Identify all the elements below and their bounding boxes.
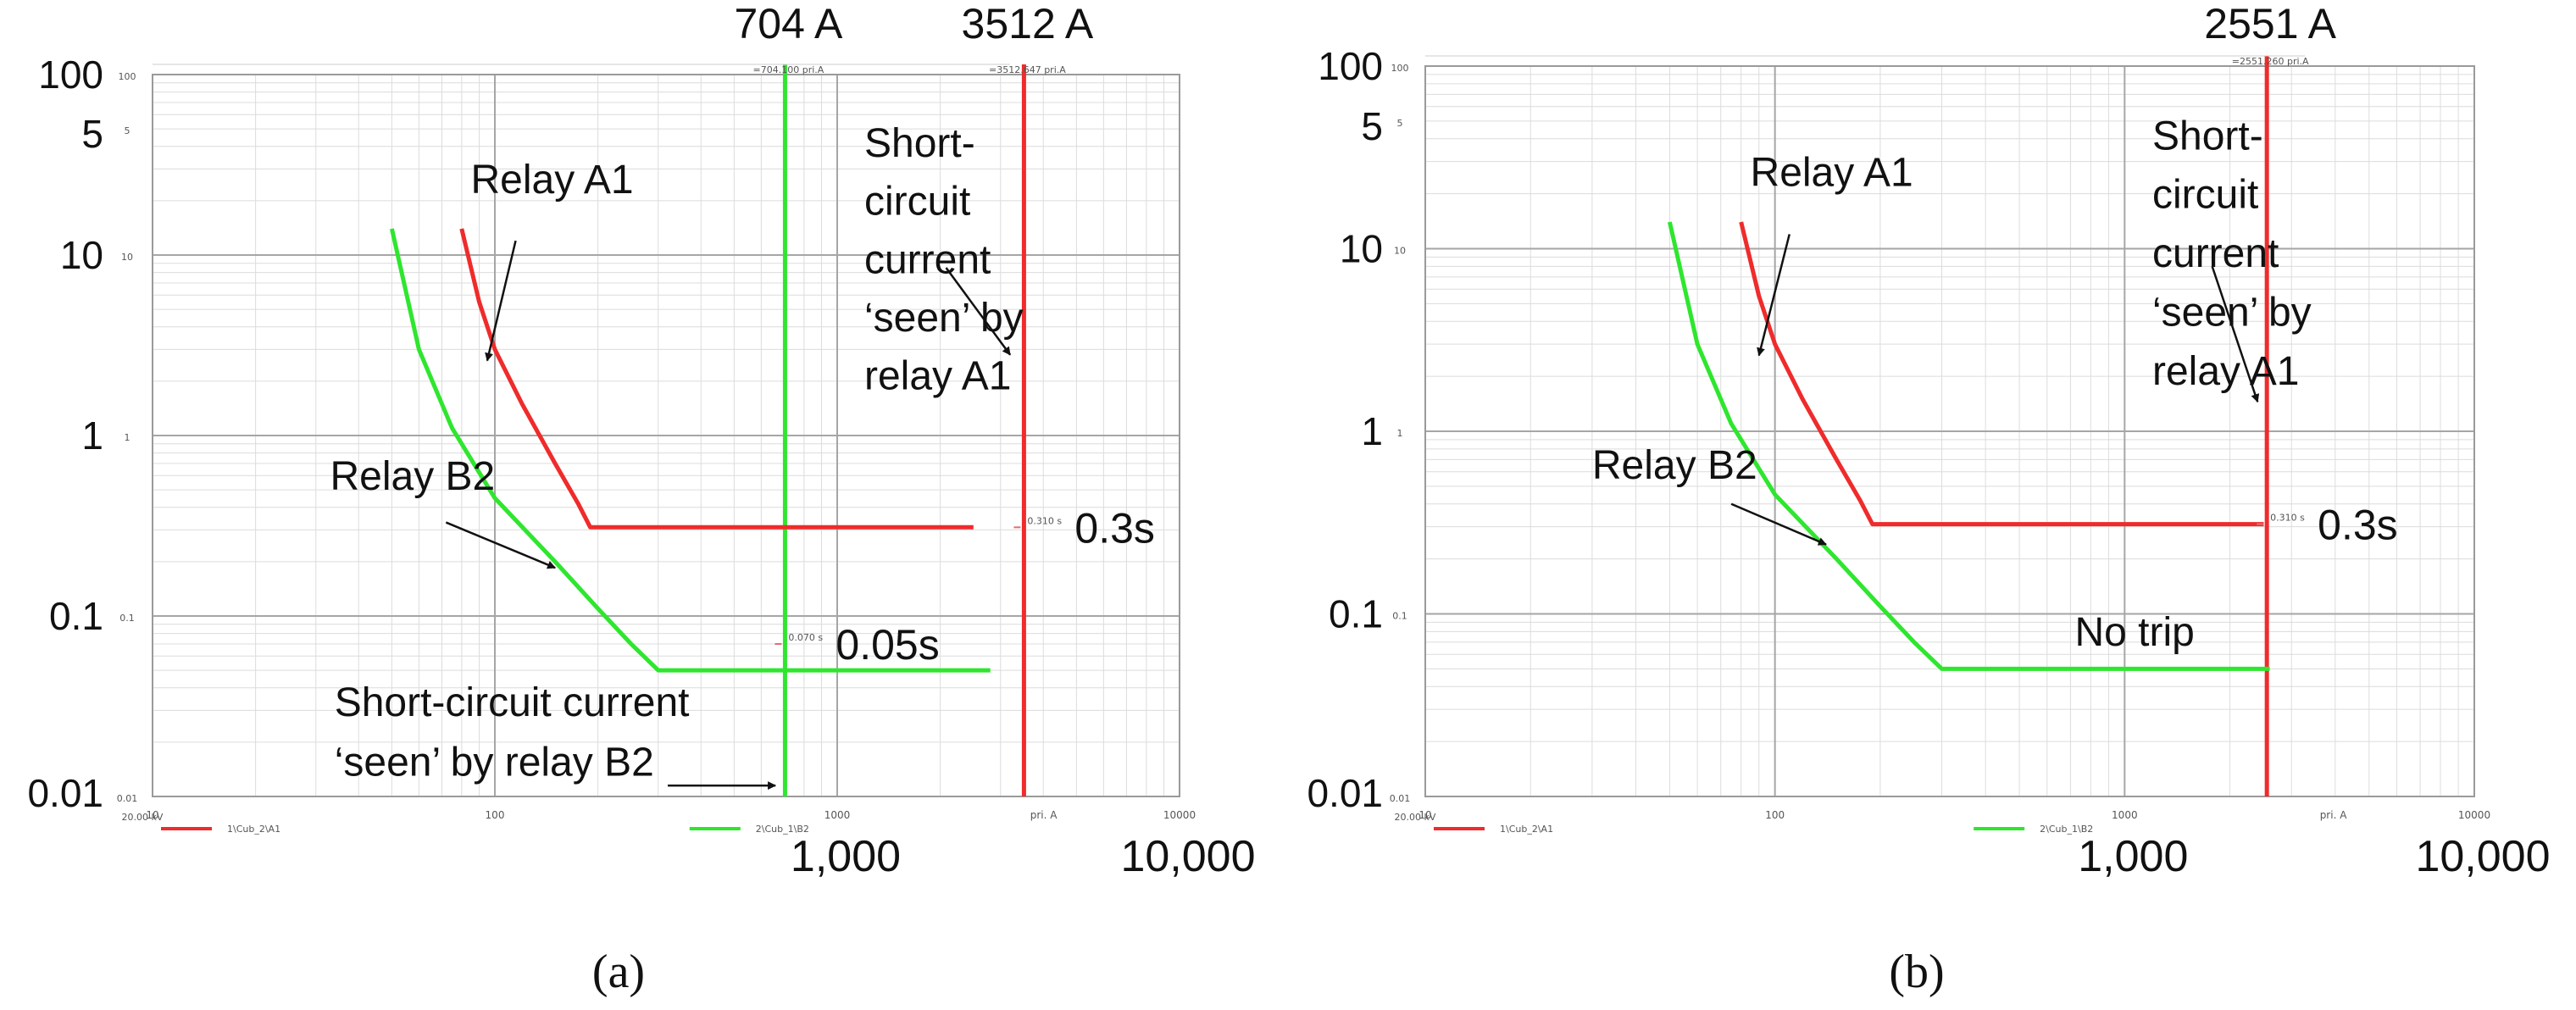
- y-tick-label-small: 1: [1397, 428, 1403, 439]
- legend-label: 1\Cub_2\A1: [1500, 824, 1553, 835]
- legend-label: 2\Cub_1\B2: [2040, 824, 2093, 835]
- short-circuit-value: =2551.260 pri.A: [2232, 56, 2309, 67]
- x-tick-label-small: 1000: [824, 809, 851, 821]
- annotation-arrow: [1757, 234, 1790, 357]
- annotation-text: relay A1: [864, 354, 1011, 399]
- short-circuit-label: 2551 A: [2204, 0, 2336, 47]
- short-circuit-value: =704.100 pri.A: [753, 64, 824, 75]
- y-tick-label: 100: [1318, 44, 1383, 88]
- annotation-text: No trip: [2074, 610, 2194, 655]
- x-tick-label: 1,000: [2078, 832, 2188, 881]
- y-tick-label-small: 10: [1394, 246, 1406, 257]
- annotation-text: Relay A1: [1751, 151, 1913, 196]
- short-circuit-value: =3512.647 pri.A: [989, 64, 1066, 75]
- relay-b2-curve: [1667, 221, 2270, 671]
- annotation-text: Short-: [2152, 114, 2263, 158]
- annotation-arrow: [445, 521, 557, 569]
- y-tick-label-small: 0.01: [1390, 793, 1411, 804]
- legend-label: 1\Cub_2\A1: [227, 824, 280, 835]
- annotation-text: ‘seen’ by: [2152, 291, 2312, 336]
- relay-a1-curve: [1739, 221, 2264, 527]
- trip-time-label: 0.05s: [836, 621, 939, 669]
- voltage-label: 20.00 kV: [122, 812, 164, 823]
- y-tick-label: 0.1: [49, 594, 103, 638]
- y-tick-label-small: 0.1: [119, 613, 135, 624]
- y-tick-label-small: 0.1: [1392, 611, 1407, 622]
- trip-time-small: 0.310 s: [1027, 515, 1062, 526]
- y-tick-label: 10: [60, 233, 103, 277]
- trip-time-small: 0.310 s: [2270, 513, 2305, 524]
- x-tick-label-small: 100: [486, 809, 505, 821]
- panel-label: (b): [1889, 946, 1944, 998]
- y-tick-label-small: 100: [1391, 63, 1409, 74]
- x-tick-label: 10,000: [1120, 832, 1255, 881]
- x-tick-label-small: 10: [146, 809, 158, 821]
- legend-label: 2\Cub_1\B2: [756, 824, 809, 835]
- short-circuit-label: 3512 A: [962, 0, 1094, 47]
- y-tick-label-small: 5: [125, 125, 130, 136]
- x-tick-label: 10,000: [2415, 832, 2550, 881]
- y-tick-label-small: 1: [125, 432, 130, 443]
- y-tick-label: 5: [1361, 104, 1383, 148]
- annotation-text: relay A1: [2152, 349, 2299, 394]
- y-tick-label: 10: [1340, 227, 1383, 271]
- x-tick-label: 1,000: [791, 832, 901, 881]
- x-unit-label: pri. A: [2320, 809, 2348, 821]
- x-tick-label-small: 10000: [1163, 809, 1196, 821]
- y-tick-label: 1: [81, 413, 103, 458]
- annotation-text: ‘seen’ by relay B2: [335, 741, 654, 785]
- y-tick-label: 0.1: [1329, 592, 1383, 636]
- annotation-arrow: [945, 267, 1012, 356]
- annotation-text: Relay A1: [470, 158, 633, 203]
- y-tick-label: 0.01: [27, 771, 103, 815]
- annotation-text: current: [864, 237, 991, 282]
- y-tick-label: 0.01: [1307, 771, 1383, 815]
- x-tick-label-small: 1000: [2112, 809, 2138, 821]
- trip-time-small: 0.070 s: [788, 632, 823, 643]
- x-tick-label-small: 10: [1418, 809, 1431, 821]
- voltage-label: 20.00 kV: [1395, 812, 1436, 823]
- y-tick-label-small: 5: [1397, 118, 1403, 129]
- panel-label: (a): [592, 946, 645, 998]
- x-unit-label: pri. A: [1030, 809, 1058, 821]
- y-tick-label: 1: [1361, 409, 1383, 453]
- y-tick-label: 100: [38, 53, 103, 97]
- annotation-arrow: [485, 240, 517, 362]
- annotation-text: circuit: [864, 180, 970, 225]
- y-tick-label: 5: [81, 112, 103, 156]
- relay-a1-curve: [459, 228, 974, 530]
- x-tick-label-small: 100: [1765, 809, 1785, 821]
- annotation-text: Short-circuit current: [335, 680, 690, 725]
- plot-frame: [152, 74, 1180, 797]
- annotation-text: Relay B2: [1592, 443, 1757, 488]
- annotation-text: current: [2152, 231, 2279, 276]
- annotation-arrow: [1730, 502, 1827, 546]
- annotation-text: circuit: [2152, 173, 2258, 218]
- y-tick-label-small: 0.01: [117, 793, 138, 804]
- trip-time-label: 0.3s: [2318, 502, 2398, 549]
- y-tick-label-small: 100: [119, 71, 136, 82]
- annotation-text: Relay B2: [330, 454, 495, 499]
- y-tick-label-small: 10: [121, 252, 133, 263]
- trip-time-label: 0.3s: [1074, 504, 1155, 552]
- annotation-text: Short-: [864, 121, 975, 166]
- annotation-arrow: [2211, 265, 2260, 403]
- annotation-text: ‘seen’ by: [864, 296, 1024, 341]
- plot-frame: [1424, 65, 2475, 797]
- x-tick-label-small: 10000: [2458, 809, 2490, 821]
- short-circuit-label: 704 A: [734, 0, 843, 47]
